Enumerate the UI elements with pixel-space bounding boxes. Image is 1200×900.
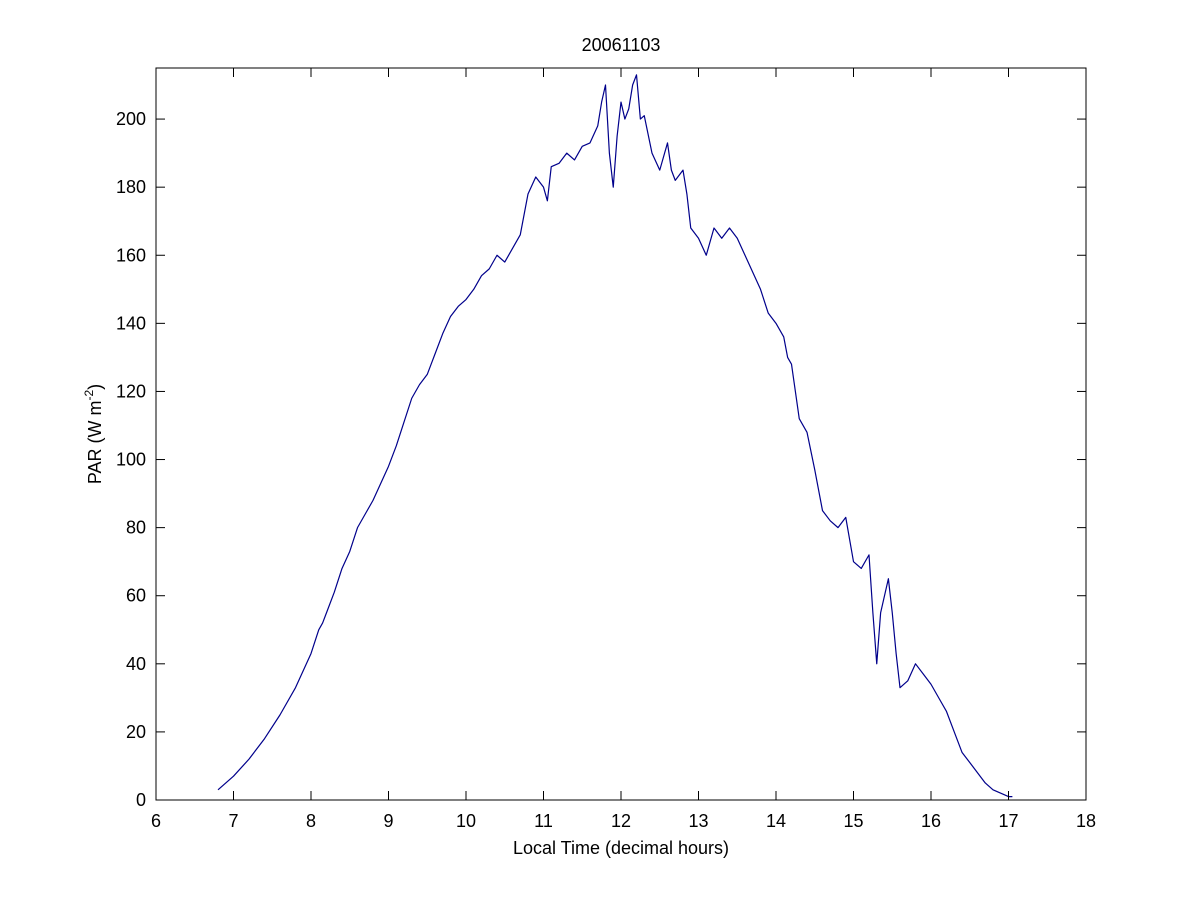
y-tick-label: 100 bbox=[116, 450, 146, 470]
series-line-0 bbox=[217, 74, 1013, 798]
y-tick-label: 180 bbox=[116, 177, 146, 197]
x-tick-label: 18 bbox=[1076, 811, 1096, 831]
y-tick-label: 80 bbox=[126, 518, 146, 538]
y-tick-label: 140 bbox=[116, 313, 146, 333]
x-axis-ticks: 6 7 8 9 10 11 12 13 14 15 16 17 18 bbox=[151, 68, 1096, 831]
plot-area bbox=[156, 68, 1086, 800]
y-axis-label: PAR (W m-2) bbox=[82, 384, 105, 484]
x-tick-label: 15 bbox=[843, 811, 863, 831]
x-tick-label: 16 bbox=[921, 811, 941, 831]
y-tick-label: 60 bbox=[126, 586, 146, 606]
y-tick-label: 200 bbox=[116, 109, 146, 129]
x-tick-label: 12 bbox=[611, 811, 631, 831]
x-tick-label: 9 bbox=[383, 811, 393, 831]
chart-title: 20061103 bbox=[582, 35, 661, 55]
y-axis-label-exponent: -2 bbox=[82, 390, 96, 401]
y-tick-label: 0 bbox=[136, 790, 146, 810]
x-tick-label: 13 bbox=[688, 811, 708, 831]
y-tick-label: 20 bbox=[126, 722, 146, 742]
x-tick-label: 14 bbox=[766, 811, 786, 831]
x-tick-label: 10 bbox=[456, 811, 476, 831]
y-axis-label-main: PAR (W m bbox=[85, 401, 105, 485]
x-tick-label: 17 bbox=[998, 811, 1018, 831]
x-tick-label: 7 bbox=[228, 811, 238, 831]
series-layer bbox=[217, 74, 1013, 798]
y-tick-label: 120 bbox=[116, 381, 146, 401]
y-tick-label: 40 bbox=[126, 654, 146, 674]
x-axis-label: Local Time (decimal hours) bbox=[513, 838, 729, 858]
y-axis-ticks: 0 20 40 60 80 100 120 140 160 180 200 bbox=[116, 109, 1086, 810]
y-axis-label-close: ) bbox=[85, 384, 105, 390]
x-tick-label: 11 bbox=[534, 811, 553, 831]
y-tick-label: 160 bbox=[116, 245, 146, 265]
x-tick-label: 8 bbox=[306, 811, 316, 831]
x-tick-label: 6 bbox=[151, 811, 161, 831]
